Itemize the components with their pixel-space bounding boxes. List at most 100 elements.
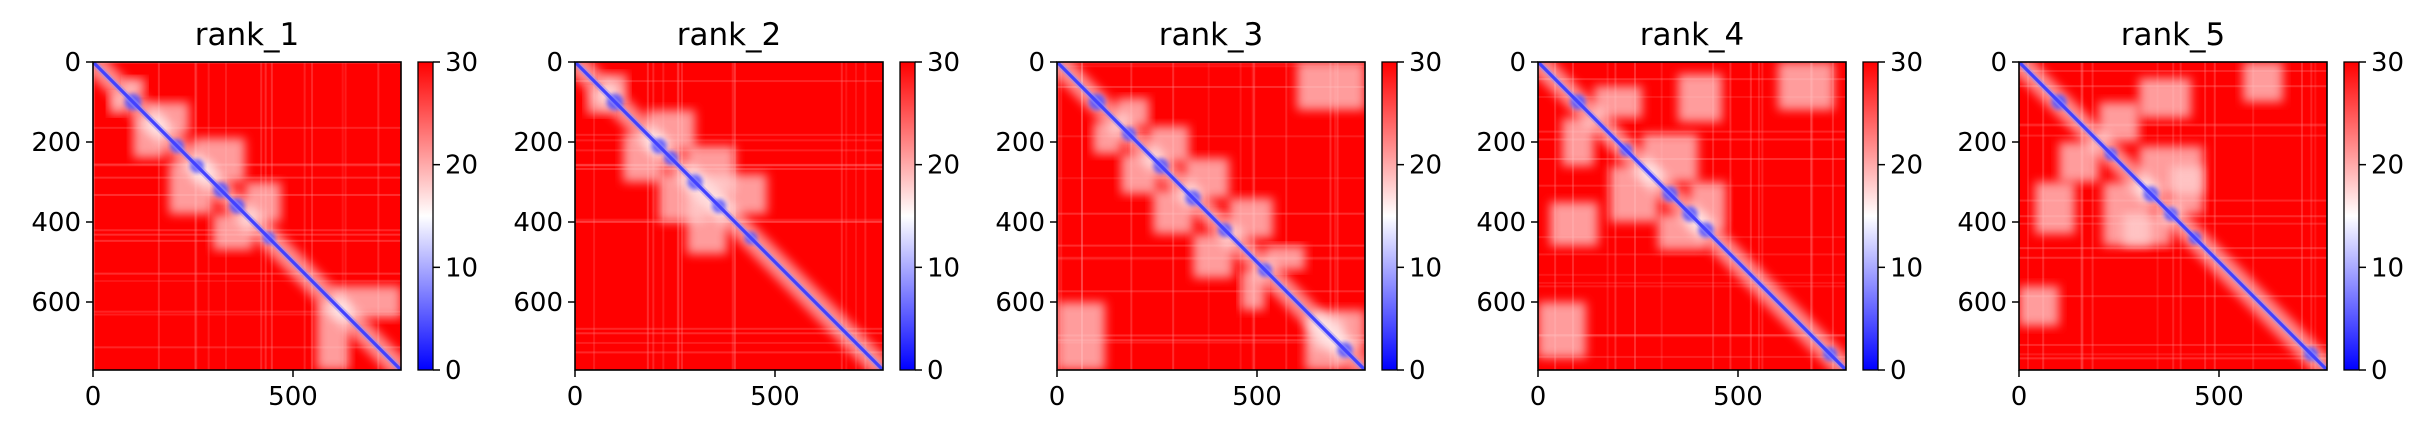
texture-stripe (1831, 62, 1834, 370)
texture-stripe (1057, 135, 1365, 138)
colorbar-tick-label: 30 (2371, 48, 2404, 78)
texture-stripe (1285, 62, 1288, 370)
texture-stripe (2019, 343, 2327, 346)
x-tick-label: 0 (1049, 382, 1066, 412)
y-tick-label: 600 (513, 288, 563, 318)
axes-frame (574, 61, 884, 371)
colorbar-tick-label: 20 (445, 151, 478, 181)
y-tick-label: 0 (546, 48, 563, 78)
heatmap-area (575, 62, 883, 370)
texture-stripe (93, 163, 401, 166)
texture-stripe (344, 62, 347, 370)
texture-stripe (1057, 85, 1365, 88)
texture-stripe (2019, 124, 2327, 127)
contact-region (1538, 302, 1586, 358)
texture-stripe (575, 80, 883, 83)
contact-region (2139, 78, 2191, 118)
texture-stripe (207, 62, 210, 370)
heatmap-area (1057, 62, 1365, 370)
texture-stripe (311, 62, 314, 370)
texture-stripe (652, 62, 655, 370)
texture-stripe (1057, 334, 1365, 337)
y-tick-label: 0 (1990, 48, 2007, 78)
y-tick-label: 0 (1509, 48, 1526, 78)
axes-frame (92, 61, 402, 371)
y-tick-label: 0 (64, 48, 81, 78)
axes-frame (1056, 61, 1366, 371)
texture-stripe (1057, 65, 1365, 68)
chart-title: rank_4 (1640, 17, 1745, 53)
chart-title: rank_2 (677, 17, 782, 53)
texture-stripe (1729, 62, 1732, 370)
colorbar-tick-label: 20 (927, 151, 960, 181)
y-tick-label: 600 (995, 288, 1045, 318)
texture-stripe (93, 272, 401, 275)
colorbar-tick-label: 0 (1409, 356, 1426, 386)
texture-stripe (845, 62, 848, 370)
colorbar-tick-label: 0 (445, 356, 462, 386)
y-tick-label: 200 (513, 128, 563, 158)
colorbar-tick-label: 10 (2371, 253, 2404, 283)
texture-stripe (2019, 247, 2327, 250)
texture-stripe (341, 62, 344, 370)
diagonal-line (2019, 62, 2327, 370)
texture-stripe (2080, 62, 2083, 370)
panel-1: rank_1 0 200 400 600 0 500 0 10 20 30 (31, 17, 478, 412)
contact-region (1678, 74, 1722, 122)
texture-stripe (93, 164, 401, 167)
texture-stripe (1538, 130, 1846, 133)
x-tick-label: 0 (85, 382, 102, 412)
texture-stripe (1538, 334, 1846, 337)
colorbar-tick-label: 30 (927, 48, 960, 78)
panel-2: rank_2 0 200 400 600 0 500 0 10 20 30 (513, 17, 960, 412)
texture-stripe (1810, 62, 1813, 370)
texture-stripe (2019, 353, 2327, 356)
y-tick-label: 0 (1028, 48, 1045, 78)
y-tick-label: 200 (1957, 128, 2007, 158)
panel-3: rank_3 0 200 400 600 0 500 0 10 20 30 (995, 17, 1442, 412)
axes-frame (2018, 61, 2328, 371)
heatmap-area (93, 62, 401, 370)
y-tick-label: 600 (31, 288, 81, 318)
y-tick-label: 400 (995, 208, 1045, 238)
texture-stripe (840, 62, 843, 370)
texture-stripe (2310, 62, 2313, 370)
colorbar-tick-label: 30 (1409, 48, 1442, 78)
colorbar-tick-label: 20 (1409, 151, 1442, 181)
y-tick-label: 400 (31, 208, 81, 238)
axes-frame (1537, 61, 1847, 371)
texture-stripe (593, 62, 596, 370)
colorbar-tick-label: 30 (1890, 48, 1923, 78)
texture-stripe (2019, 134, 2327, 137)
texture-stripe (157, 62, 160, 370)
contact-region (2243, 62, 2283, 102)
texture-stripe (2027, 62, 2030, 370)
diagonal-line (93, 62, 401, 370)
texture-stripe (93, 62, 401, 65)
diagonal-line-halo (1057, 62, 1365, 370)
y-tick-label: 200 (31, 128, 81, 158)
diagonal-line (575, 62, 883, 370)
texture-stripe (2019, 256, 2327, 259)
texture-stripe (93, 346, 401, 349)
texture-stripe (1329, 62, 1332, 370)
colorbar-tick-label: 30 (445, 48, 478, 78)
colorbar-tick-label: 10 (927, 253, 960, 283)
texture-stripe (2314, 62, 2317, 370)
texture-stripe (575, 341, 883, 344)
colorbar (1862, 61, 1879, 371)
texture-stripe (93, 280, 401, 283)
diagonal-line-halo (1538, 62, 1846, 370)
texture-stripe (2019, 357, 2327, 360)
texture-stripe (2019, 295, 2327, 298)
contact-region (1550, 202, 1598, 246)
texture-stripe (575, 327, 883, 330)
texture-stripe (2019, 70, 2327, 73)
texture-stripe (575, 139, 883, 142)
colorbar-tick-label: 20 (2371, 151, 2404, 181)
texture-stripe (2213, 62, 2216, 370)
colorbar-tick-label: 20 (1890, 151, 1923, 181)
texture-stripe (93, 310, 401, 313)
colorbar-tick-label: 10 (445, 253, 478, 283)
